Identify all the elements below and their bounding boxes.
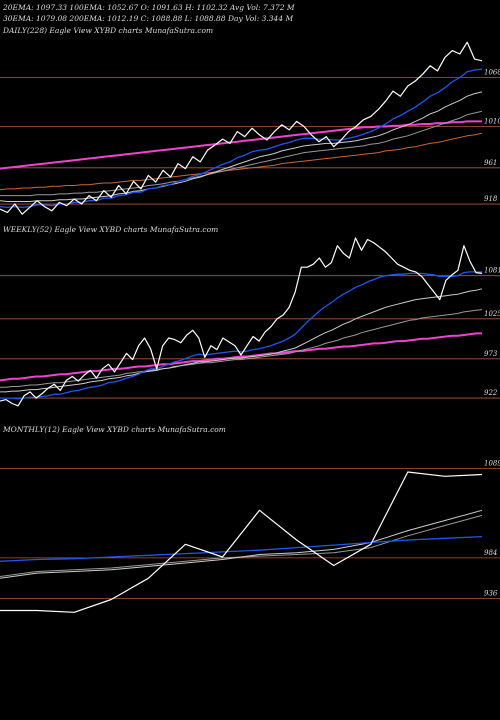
daily-trend-line [0,120,482,170]
daily-level-label-2: 961 [484,159,497,167]
monthly-level-label-2: 936 [484,590,498,598]
weekly-trend-line [0,332,482,382]
daily-panel: DAILY(228) Eagle View XYBD charts Munafa… [0,26,500,215]
daily-level-label-0: 1068 [484,69,500,77]
weekly-price-line [0,237,483,407]
weekly-panel: WEEKLY(52) Eagle View XYBD charts Munafa… [0,225,500,407]
header-line-2: 30EMA: 1079.08 200EMA: 1012.19 C: 1088.8… [3,14,293,23]
weekly-ema-mid-line [0,288,483,393]
daily-ema-short-line [0,68,483,209]
monthly-ema-mid-line [0,509,483,579]
monthly-ema-short-line [0,535,483,562]
monthly-level-label-1: 984 [484,549,497,557]
weekly-ema-long-line [0,309,483,388]
monthly-panel: MONTHLY(12) Eagle View XYBD charts Munaf… [0,425,500,613]
monthly-price-line [0,471,483,613]
weekly-ema-short-line [0,271,482,400]
weekly-panel-title: WEEKLY(52) Eagle View XYBD charts Munafa… [3,225,218,234]
weekly-level-label-2: 973 [484,350,498,358]
daily-ema-long-line [0,110,483,197]
daily-ema-mid-line [0,91,483,202]
daily-ema-200-line [0,132,483,191]
header-line-1: 20EMA: 1097.33 100EMA: 1052.67 O: 1091.6… [2,3,295,12]
weekly-level-label-1: 1025 [484,310,500,318]
daily-panel-title: DAILY(228) Eagle View XYBD charts Munafa… [2,26,213,35]
daily-level-label-3: 918 [484,195,498,203]
daily-level-label-1: 1010 [484,118,500,126]
monthly-panel-title: MONTHLY(12) Eagle View XYBD charts Munaf… [2,425,226,434]
daily-price-line [0,41,483,215]
weekly-level-label-3: 922 [484,389,498,397]
